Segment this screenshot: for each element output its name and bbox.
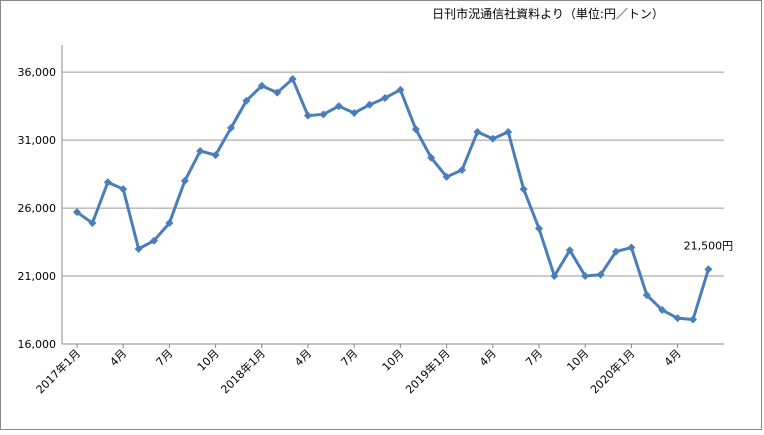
y-tick-label: 16,000 — [18, 338, 57, 351]
marker — [119, 185, 128, 194]
marker — [673, 314, 682, 323]
marker — [581, 272, 590, 281]
marker — [658, 306, 667, 315]
marker — [442, 172, 451, 181]
marker — [642, 291, 651, 300]
marker — [535, 224, 543, 233]
line — [76, 76, 710, 322]
marker — [180, 176, 189, 185]
marker — [396, 85, 405, 94]
y-tick-label: 21,000 — [18, 270, 57, 283]
marker — [88, 219, 97, 228]
marker — [257, 81, 266, 90]
marker — [211, 151, 220, 160]
y-tick-label: 31,000 — [18, 134, 57, 147]
marker — [612, 247, 620, 256]
marker — [288, 74, 297, 83]
marker — [458, 166, 466, 175]
marker — [381, 94, 389, 103]
marker — [73, 208, 81, 217]
marker — [150, 236, 158, 245]
marker — [227, 123, 235, 132]
marker — [350, 108, 359, 117]
marker — [427, 153, 436, 162]
marker — [365, 100, 374, 109]
marker — [304, 111, 312, 120]
marker — [689, 315, 697, 324]
marker — [334, 102, 343, 111]
annotation: 21,500円 — [684, 239, 734, 252]
marker — [411, 125, 420, 134]
marker — [504, 127, 513, 136]
marker — [103, 178, 112, 187]
marker — [565, 246, 574, 255]
marker — [273, 88, 282, 97]
y-tick-label: 36,000 — [18, 66, 57, 79]
marker — [473, 127, 482, 136]
marker — [550, 272, 559, 281]
marker — [319, 110, 328, 119]
marker — [627, 243, 636, 252]
marker — [196, 147, 205, 156]
marker — [596, 270, 605, 279]
marker — [134, 244, 143, 253]
chart-title: 日刊市況通信社資料より（単位:円／トン） — [432, 6, 664, 21]
marker — [704, 265, 713, 274]
y-tick-label: 26,000 — [18, 202, 57, 215]
marker — [488, 134, 497, 143]
marker — [242, 96, 251, 105]
marker — [165, 219, 174, 228]
marker — [519, 185, 528, 194]
